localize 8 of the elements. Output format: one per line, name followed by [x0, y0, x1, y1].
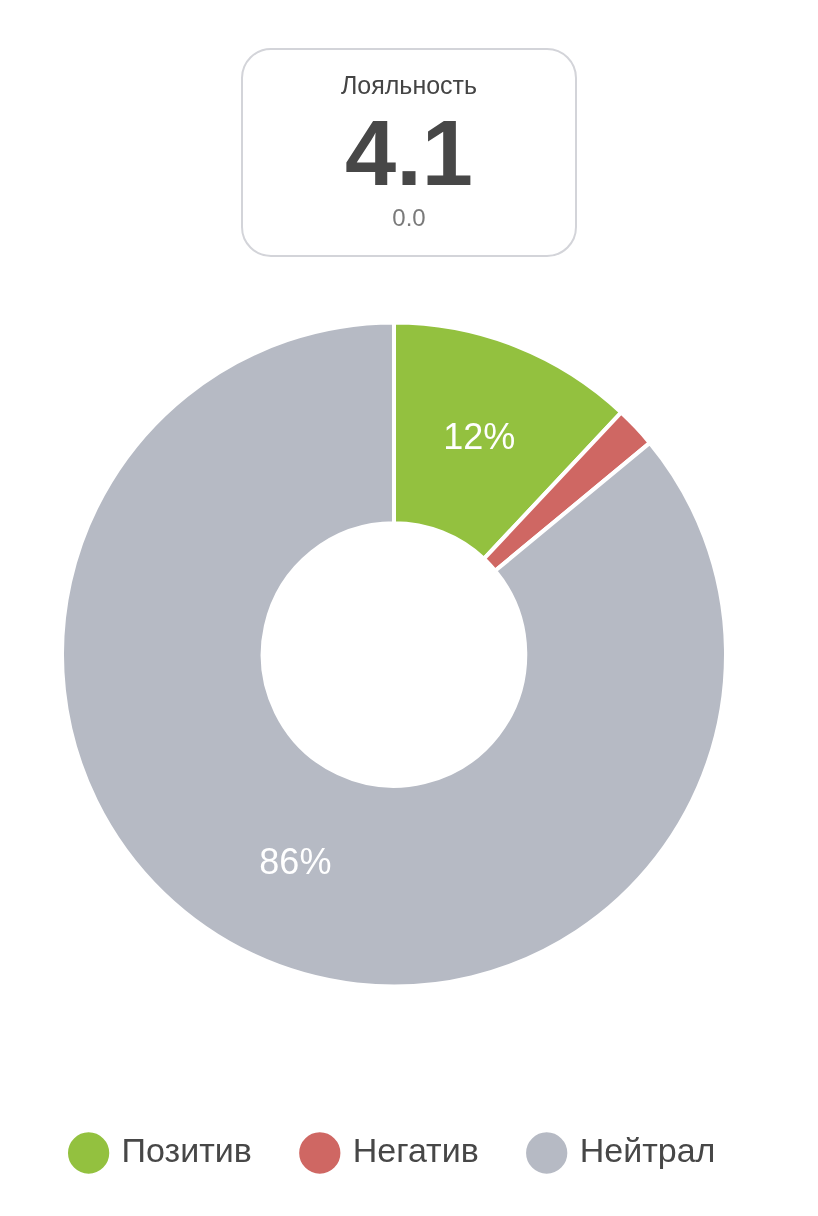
legend-label: Негатив [352, 1131, 479, 1170]
legend-label: Позитив [121, 1131, 252, 1170]
legend-label: Нейтрал [579, 1131, 716, 1170]
text: 4.1 [344, 102, 474, 204]
text: Лояльность [339, 70, 479, 100]
data-label: 86% [259, 841, 332, 883]
data-label: 12% [443, 416, 516, 458]
text: 0.0 [391, 204, 427, 232]
